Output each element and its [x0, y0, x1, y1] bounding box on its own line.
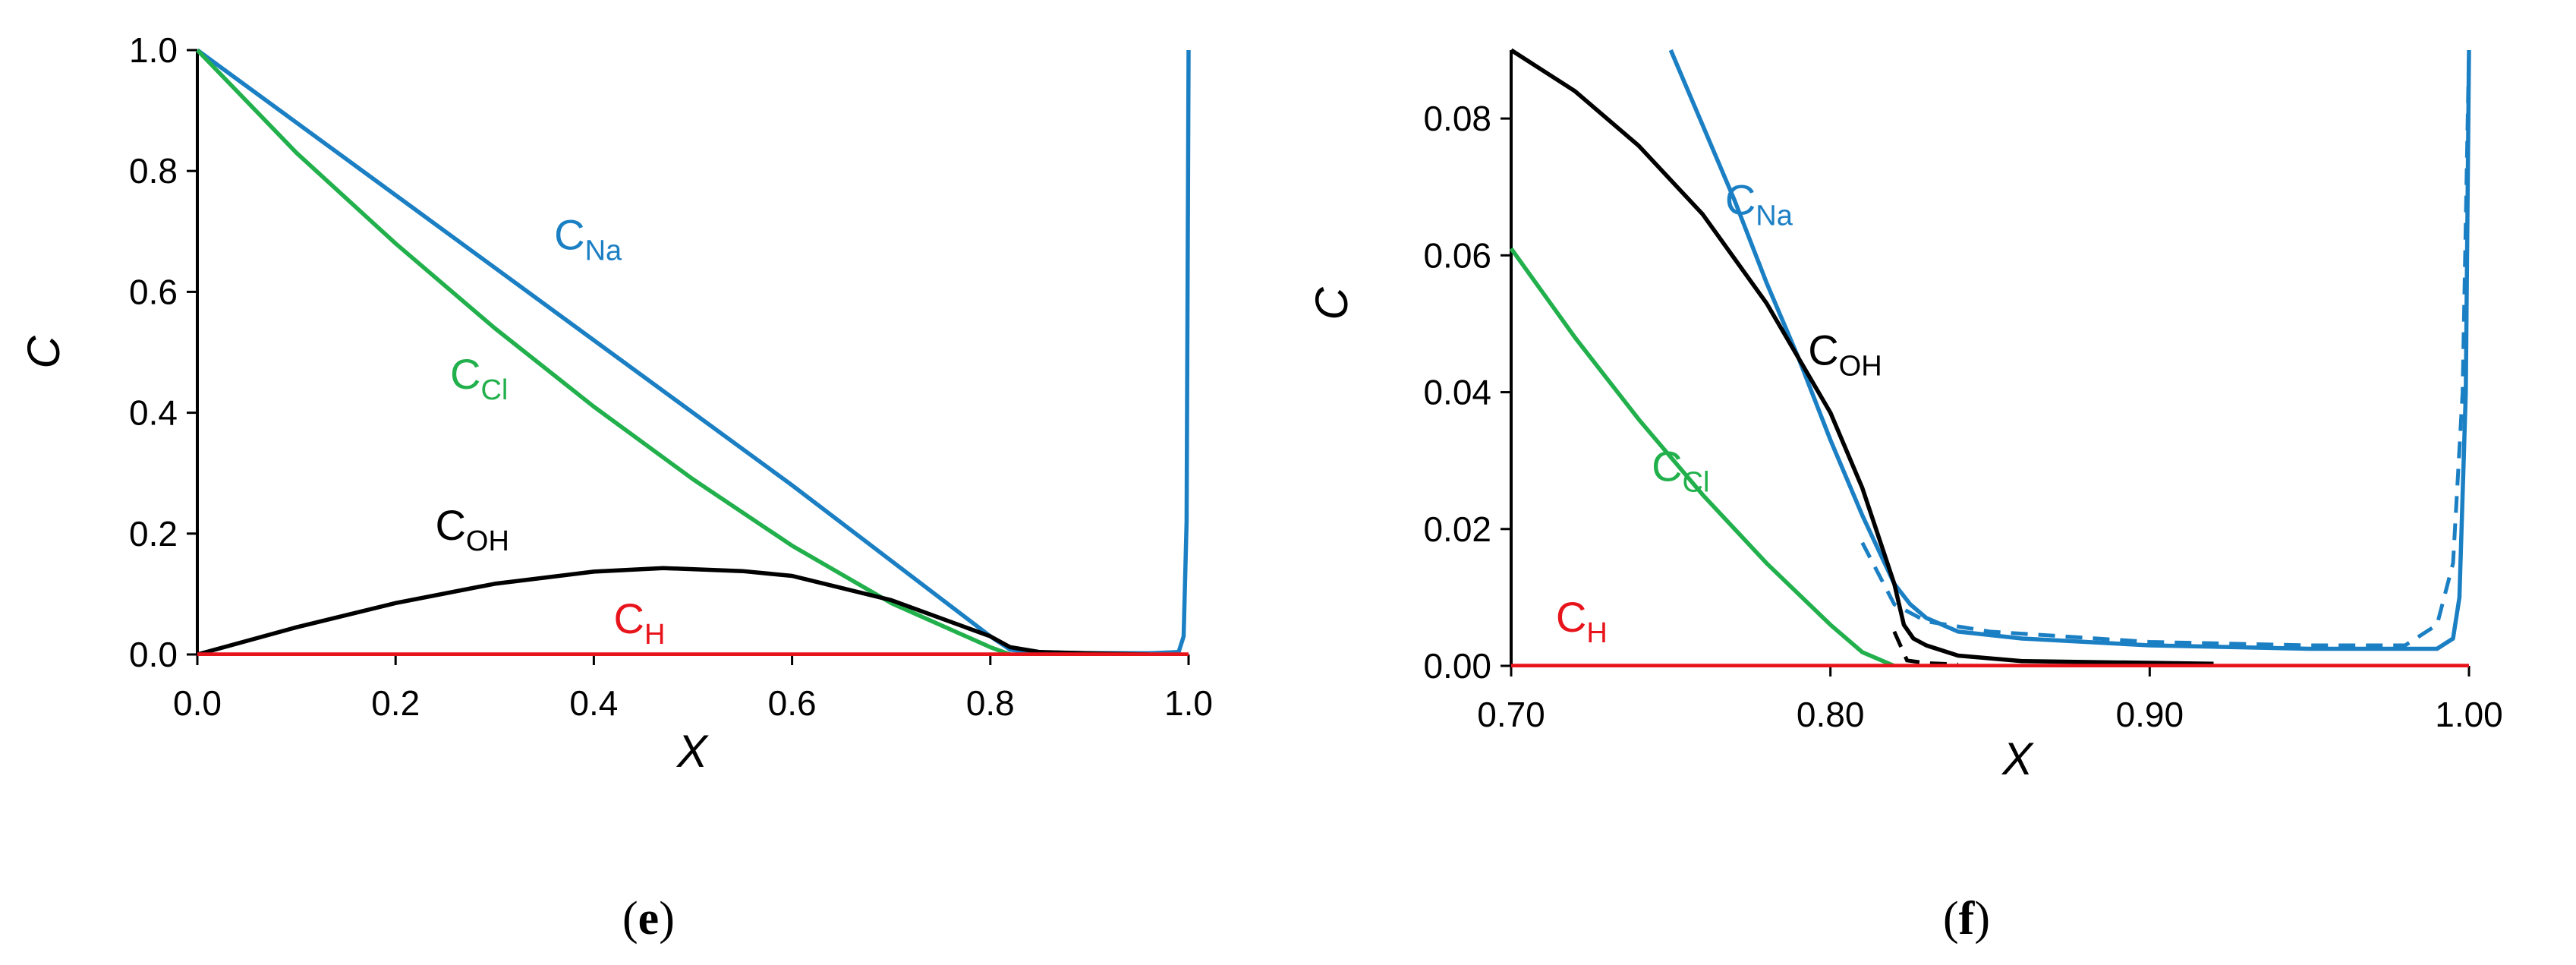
series-oh-dashed-line: [1892, 630, 1959, 667]
series-label-cl: CCl: [1652, 443, 1709, 499]
panel-caption-e: (e): [622, 893, 675, 945]
y-tick-label: 0.8: [129, 151, 178, 191]
x-tick-label: 1.00: [2435, 695, 2503, 734]
series-label-h: CH: [614, 594, 666, 651]
y-axis-label: C: [1306, 287, 1357, 320]
panel-e: 0.0 0.2 0.4 0.6 0.8 1.0 0.0 0.2 0.4 0.6 0.8 1.0 X C CN…: [18, 30, 1213, 945]
series-oh-line: [197, 566, 1149, 656]
x-tick-label: 0.6: [768, 683, 817, 723]
series-na-dashed-line: [1860, 49, 2471, 648]
series-label-cl: CCl: [450, 350, 508, 406]
series-label-oh: COH: [1808, 326, 1882, 383]
y-tick-label: 0.6: [129, 272, 178, 311]
panel-f: 0.70 0.80 0.90 1.00 0.00 0.02 0.04 0.06 0.08 X C CN…: [1306, 48, 2503, 945]
x-tick-label: 0.4: [569, 683, 618, 723]
series-na-line: [196, 48, 1191, 656]
x-tick-label: 0.0: [173, 683, 222, 723]
y-tick-label: 0.04: [1423, 373, 1491, 412]
y-tick-label: 0.00: [1423, 646, 1491, 686]
series-label-na: CNa: [554, 211, 622, 267]
y-tick-label: 0.06: [1423, 235, 1491, 275]
series-cl-line: [196, 49, 1011, 656]
x-axis-label: X: [675, 726, 709, 777]
series-label-na: CNa: [1725, 175, 1793, 232]
series-na-line: [1668, 49, 2471, 651]
x-tick-label: 0.2: [371, 683, 420, 723]
y-tick-label: 0.02: [1423, 509, 1491, 549]
series-label-oh: COH: [435, 501, 509, 557]
y-tick-label: 0.2: [129, 514, 178, 553]
x-tick-label: 0.90: [2116, 695, 2184, 734]
y-tick-label: 0.4: [129, 393, 178, 433]
series-label-h: CH: [1556, 593, 1608, 649]
y-tick-label: 0.08: [1423, 99, 1491, 138]
series-oh-line: [1510, 48, 2214, 667]
panel-caption-f: (f): [1943, 893, 1990, 945]
y-tick-label: 1.0: [129, 30, 178, 70]
y-tick-label: 0.0: [129, 635, 178, 674]
y-axis-label: C: [18, 336, 69, 369]
series-cl-line: [1510, 247, 1895, 667]
x-tick-label: 0.70: [1477, 695, 1545, 734]
x-tick-label: 0.80: [1797, 695, 1865, 734]
x-tick-label: 1.0: [1164, 683, 1213, 723]
x-tick-label: 0.8: [966, 683, 1015, 723]
x-axis-label: X: [2001, 733, 2034, 784]
